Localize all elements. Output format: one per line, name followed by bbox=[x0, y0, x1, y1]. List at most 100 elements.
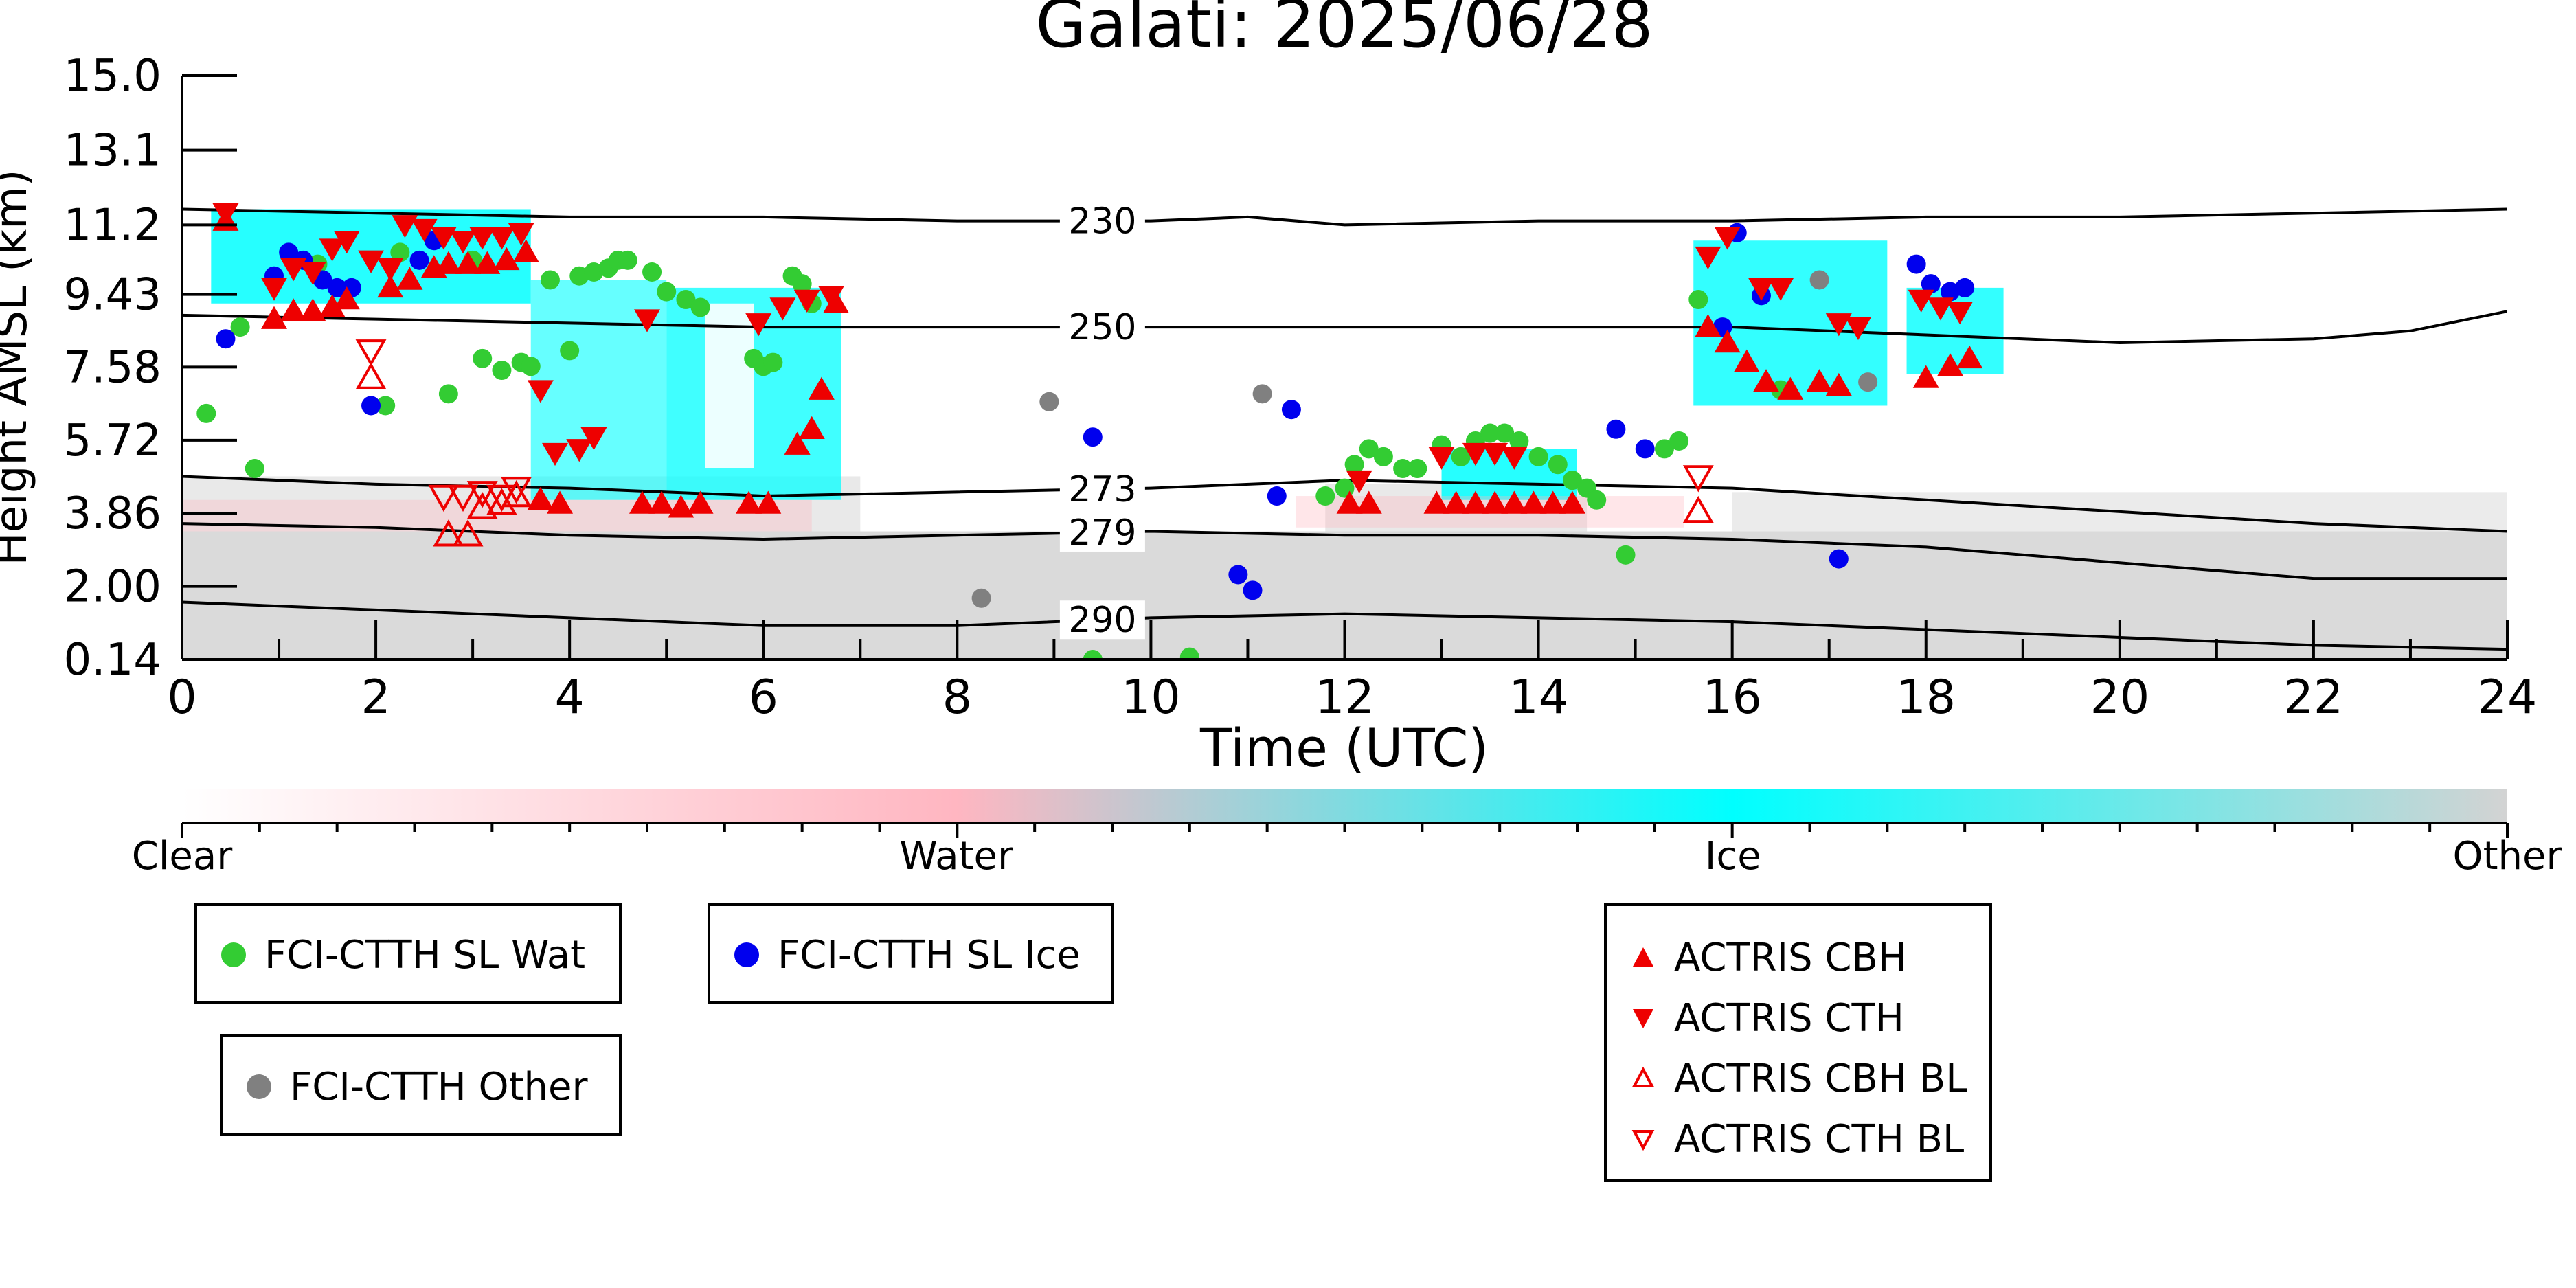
x-tick-label: 20 bbox=[2090, 670, 2150, 725]
point-fci-ctth-sl-ice bbox=[1281, 400, 1301, 420]
point-actris-cth bbox=[319, 238, 346, 262]
point-actris-cbh bbox=[823, 290, 850, 314]
point-fci-ctth-sl-wat bbox=[1344, 455, 1364, 475]
point-fci-ctth-sl-ice bbox=[216, 329, 236, 349]
y-tick-label: 3.86 bbox=[64, 488, 162, 539]
y-tick-label: 0.14 bbox=[64, 635, 162, 686]
point-actris-cbh-bl bbox=[452, 519, 484, 547]
colorbar-label: Ice bbox=[1705, 834, 1761, 879]
point-actris-cbh bbox=[1443, 490, 1469, 514]
point-actris-cth bbox=[358, 250, 385, 273]
point-fci-ctth-sl-ice bbox=[1228, 565, 1248, 585]
legend-actris: ACTRIS CBH ACTRIS CTH ACTRIS CBH BL ACTR… bbox=[1604, 903, 1992, 1182]
point-actris-cth bbox=[1428, 447, 1455, 470]
point-actris-cbh bbox=[547, 490, 574, 514]
isotherm-line bbox=[182, 310, 2507, 344]
green-circle-icon bbox=[221, 942, 246, 967]
point-fci-ctth-sl-ice bbox=[409, 250, 429, 270]
point-fci-ctth-other bbox=[1252, 384, 1272, 404]
point-fci-ctth-sl-ice bbox=[1829, 549, 1849, 569]
point-actris-cbh bbox=[1501, 490, 1528, 514]
point-actris-cth bbox=[392, 215, 418, 238]
point-actris-cbh bbox=[808, 376, 835, 400]
point-actris-cbh-bl bbox=[1682, 495, 1714, 523]
point-actris-cbh bbox=[1462, 490, 1489, 514]
point-actris-cth bbox=[260, 278, 287, 301]
legend-label: ACTRIS CBH bbox=[1674, 935, 1908, 980]
y-tick-label: 11.2 bbox=[64, 200, 162, 251]
point-actris-cbh bbox=[629, 490, 655, 514]
point-actris-cth bbox=[1714, 227, 1741, 250]
x-axis-label: Time (UTC) bbox=[1199, 717, 1489, 778]
triangle-down-filled-icon bbox=[1633, 1009, 1653, 1028]
point-actris-cth bbox=[1482, 442, 1509, 466]
point-actris-cth bbox=[1845, 317, 1872, 341]
point-actris-cbh-bl bbox=[433, 519, 464, 547]
point-actris-cbh bbox=[648, 490, 675, 514]
point-actris-cbh bbox=[333, 286, 360, 310]
point-fci-ctth-sl-ice bbox=[1906, 254, 1926, 274]
x-tick-label: 0 bbox=[167, 670, 196, 725]
point-fci-ctth-sl-wat bbox=[690, 297, 710, 317]
point-actris-cbh bbox=[1937, 353, 1964, 376]
point-actris-cbh bbox=[319, 294, 346, 317]
point-actris-cbh bbox=[1806, 369, 1833, 392]
point-actris-cbh bbox=[474, 251, 501, 274]
point-actris-cth bbox=[1908, 289, 1934, 313]
point-fci-ctth-sl-ice bbox=[327, 278, 347, 297]
point-actris-cth-bl bbox=[466, 481, 498, 508]
point-fci-ctth-sl-ice bbox=[361, 396, 381, 416]
point-fci-ctth-sl-wat bbox=[569, 266, 589, 286]
point-fci-ctth-sl-wat bbox=[1083, 650, 1103, 659]
x-tick-label: 8 bbox=[942, 670, 972, 725]
point-fci-ctth-sl-wat bbox=[1688, 290, 1708, 310]
point-fci-ctth-sl-wat bbox=[540, 270, 560, 290]
point-actris-cbh bbox=[1539, 490, 1566, 514]
isotherm-label: 230 bbox=[1068, 201, 1136, 242]
gray-circle-icon bbox=[247, 1074, 271, 1099]
y-tick-label: 13.1 bbox=[64, 126, 162, 177]
legend-label: ACTRIS CTH BL bbox=[1674, 1116, 1965, 1162]
point-actris-cth bbox=[469, 227, 496, 250]
isotherm-label-bg bbox=[1059, 308, 1145, 347]
y-tick-label: 9.43 bbox=[64, 270, 162, 321]
classification-background bbox=[182, 209, 2507, 659]
x-tick-label: 16 bbox=[1702, 670, 1762, 725]
y-tick-label: 7.58 bbox=[64, 342, 162, 393]
isotherm-label: 279 bbox=[1068, 512, 1136, 554]
point-fci-ctth-sl-wat bbox=[1451, 447, 1471, 466]
triangle-up-open-icon bbox=[1631, 1066, 1655, 1087]
point-fci-ctth-sl-wat bbox=[1495, 423, 1515, 443]
point-actris-cbh bbox=[687, 490, 714, 514]
point-actris-cth bbox=[508, 223, 534, 246]
x-tick-label: 24 bbox=[2478, 670, 2538, 725]
point-actris-cbh bbox=[798, 416, 825, 440]
point-fci-ctth-sl-wat bbox=[676, 290, 696, 310]
point-fci-ctth-other bbox=[1858, 372, 1878, 392]
point-actris-cth bbox=[1947, 301, 1974, 325]
point-fci-ctth-sl-wat bbox=[763, 352, 783, 372]
point-actris-cbh bbox=[755, 490, 782, 514]
point-fci-ctth-sl-wat bbox=[473, 348, 493, 368]
point-fci-ctth-sl-wat bbox=[1587, 490, 1607, 510]
point-actris-cth bbox=[1927, 297, 1954, 321]
point-actris-cbh bbox=[1355, 490, 1382, 514]
isotherm-label: 250 bbox=[1068, 307, 1136, 348]
point-fci-ctth-sl-wat bbox=[230, 317, 250, 337]
isotherm-line bbox=[182, 207, 2507, 227]
point-fci-ctth-sl-wat bbox=[1562, 471, 1582, 490]
point-actris-cbh bbox=[435, 251, 462, 274]
point-actris-cth bbox=[566, 439, 593, 462]
point-actris-cth bbox=[769, 297, 796, 321]
point-actris-cth-bl bbox=[428, 484, 460, 512]
x-tick-label: 14 bbox=[1509, 670, 1568, 725]
point-fci-ctth-sl-wat bbox=[1359, 439, 1379, 459]
point-actris-cbh bbox=[1423, 490, 1450, 514]
point-fci-ctth-sl-ice bbox=[1955, 278, 1975, 297]
data-points bbox=[196, 203, 1983, 659]
point-actris-cth bbox=[333, 230, 360, 254]
point-actris-cth bbox=[817, 286, 844, 309]
isotherm-label: 290 bbox=[1068, 600, 1136, 641]
point-actris-cbh bbox=[1559, 490, 1585, 514]
point-actris-cbh bbox=[512, 239, 539, 262]
